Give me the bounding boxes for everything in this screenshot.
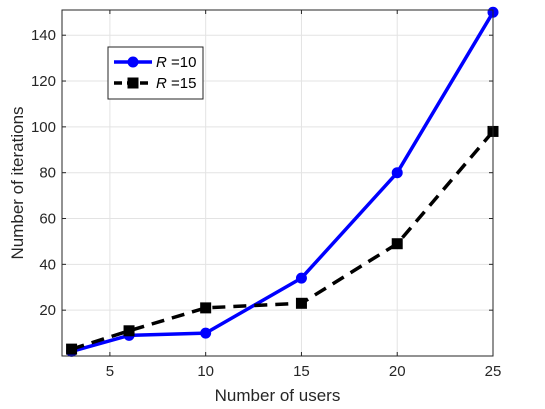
data-point [391,238,403,250]
y-tick-label: 120 [31,73,56,90]
legend-marker [127,77,139,89]
data-point [295,297,307,309]
y-tick-label: 100 [31,119,56,136]
legend-label: R =10 [156,54,196,71]
axes-box [61,9,494,357]
y-tick-label: 40 [39,256,56,273]
y-tick-label: 60 [39,211,56,228]
series-line [71,11,495,354]
x-tick-label: 5 [106,363,114,380]
y-tick-label: 80 [39,165,56,182]
data-point [200,302,212,314]
x-tick-label: 25 [485,363,502,380]
data-point [66,343,78,355]
data-point [391,167,403,179]
ticks-layer: 5 10 15 20 25 20 40 60 80 100 120 140 [31,10,501,380]
legend-marker [127,56,139,68]
data-point [295,272,307,284]
series-line [71,130,495,351]
y-axis-label: Number of iterations [8,106,27,259]
legend: R =10 R =15 [107,46,204,100]
x-tick-label: 15 [293,363,310,380]
x-axis-label: Number of users [215,386,341,405]
legend-box [107,46,204,100]
x-tick-label: 10 [197,363,214,380]
legend-label: R =15 [156,75,196,92]
x-tick-label: 20 [389,363,406,380]
data-point [200,327,212,339]
y-tick-label: 140 [31,27,56,44]
data-point [123,325,135,337]
y-tick-label: 20 [39,302,56,319]
